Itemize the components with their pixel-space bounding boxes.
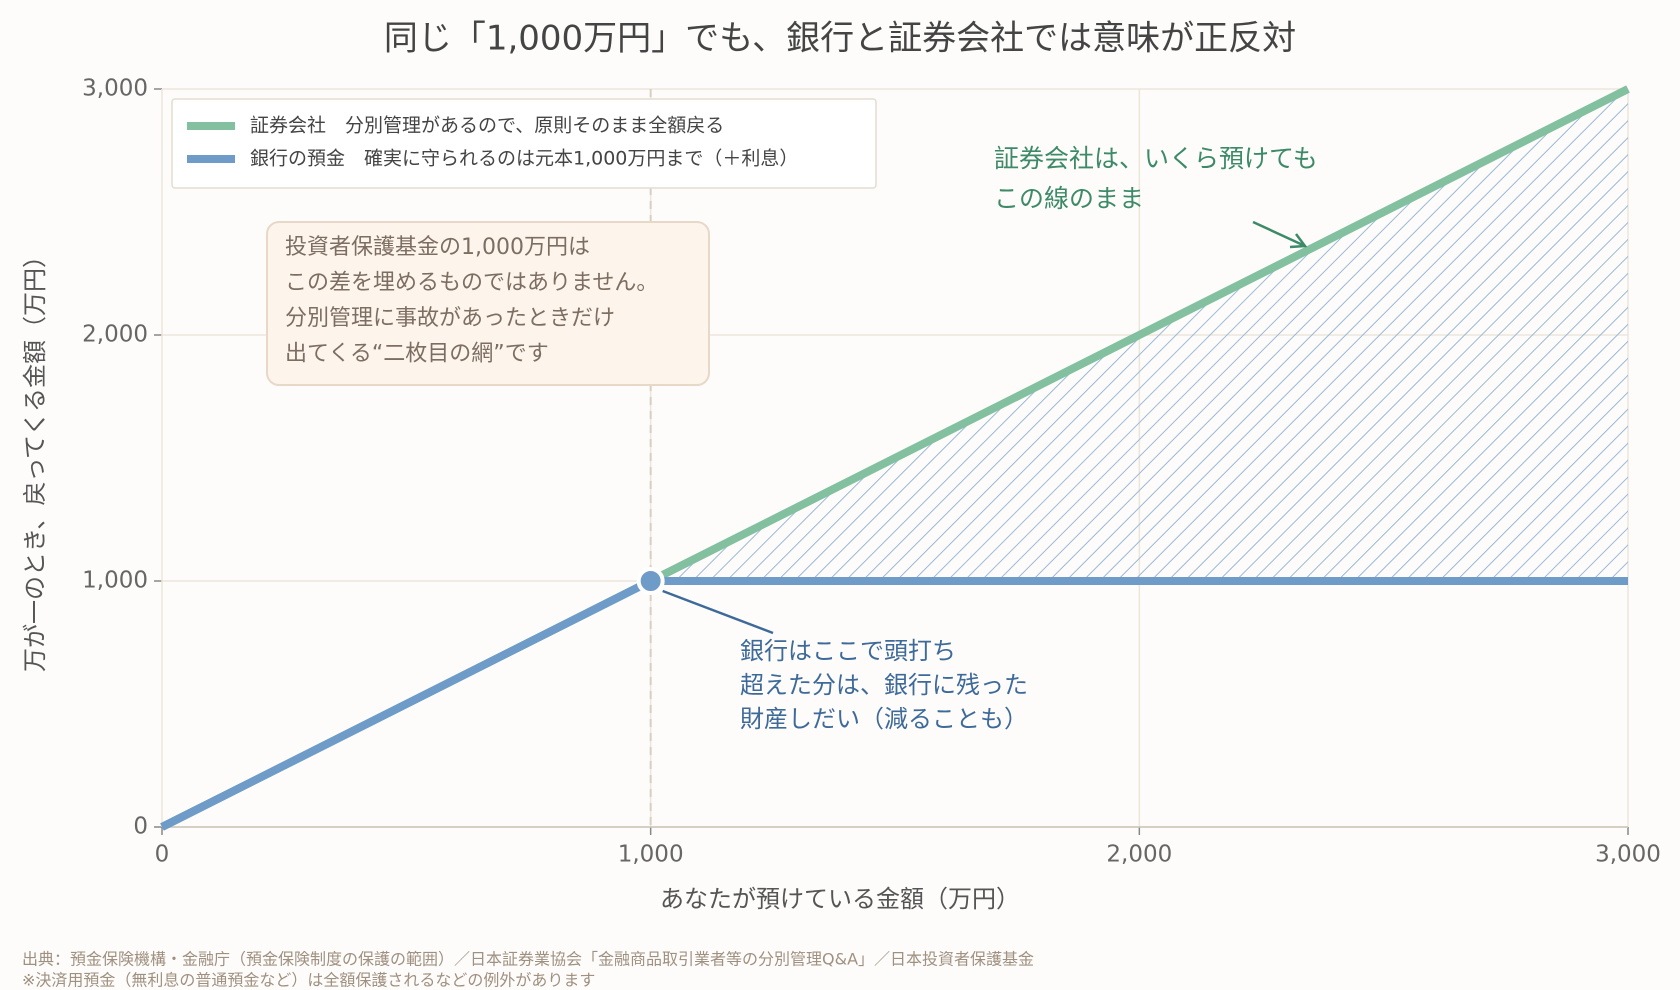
chart-title: 同じ「1,000万円」でも、銀行と証券会社では意味が正反対 [384,19,1296,59]
annotation-text: 分別管理に事故があったときだけ [285,306,615,331]
annotation-text: 証券会社は、いくら預けても [994,144,1318,173]
annotation-text: 超えた分は、銀行に残った [740,671,1028,699]
legend-label: 証券会社 分別管理があるので、原則そのまま全額戻る [250,115,724,137]
annotation-text: 銀行はここで頭打ち [740,637,956,665]
source-note: ※決済用預金（無利息の普通預金など）は全額保護されるなどの例外があります [22,971,595,990]
annotation-text: 投資者保護基金の1,000万円は [285,235,590,260]
y-tick-label: 2,000 [82,322,148,348]
annotation-arrow [1252,220,1308,249]
cap-point [636,567,665,595]
annotation-text: この差を埋めるものではありません。 [285,271,658,296]
y-tick-label: 0 [133,814,148,840]
x-tick-label: 3,000 [1595,842,1661,868]
legend-box [171,98,877,189]
x-tick-label: 1,000 [618,842,684,868]
x-axis-label: あなたが預けている金額（万円） [660,885,1020,913]
y-tick-label: 3,000 [82,76,148,102]
source-note: 出典：預金保険機構・金融庁（預金保険制度の保護の範囲）／日本証券業協会「金融商品… [22,950,1034,969]
annotation-text: 出てくる“二枚目の網”です [285,342,549,367]
annotation-text: この線のまま [994,184,1144,213]
x-tick-label: 2,000 [1106,842,1172,868]
x-tick-label: 0 [155,842,170,868]
legend-label: 銀行の預金 確実に守られるのは元本1,000万円まで（＋利息） [250,148,798,170]
annotation-text: 財産しだい（減ることも） [740,705,1028,733]
y-axis-label: 万が一のとき、戻ってくる金額（万円） [21,244,49,672]
y-tick-label: 1,000 [82,568,148,594]
annotation-box [266,221,710,386]
annotation-pointer [662,589,774,635]
